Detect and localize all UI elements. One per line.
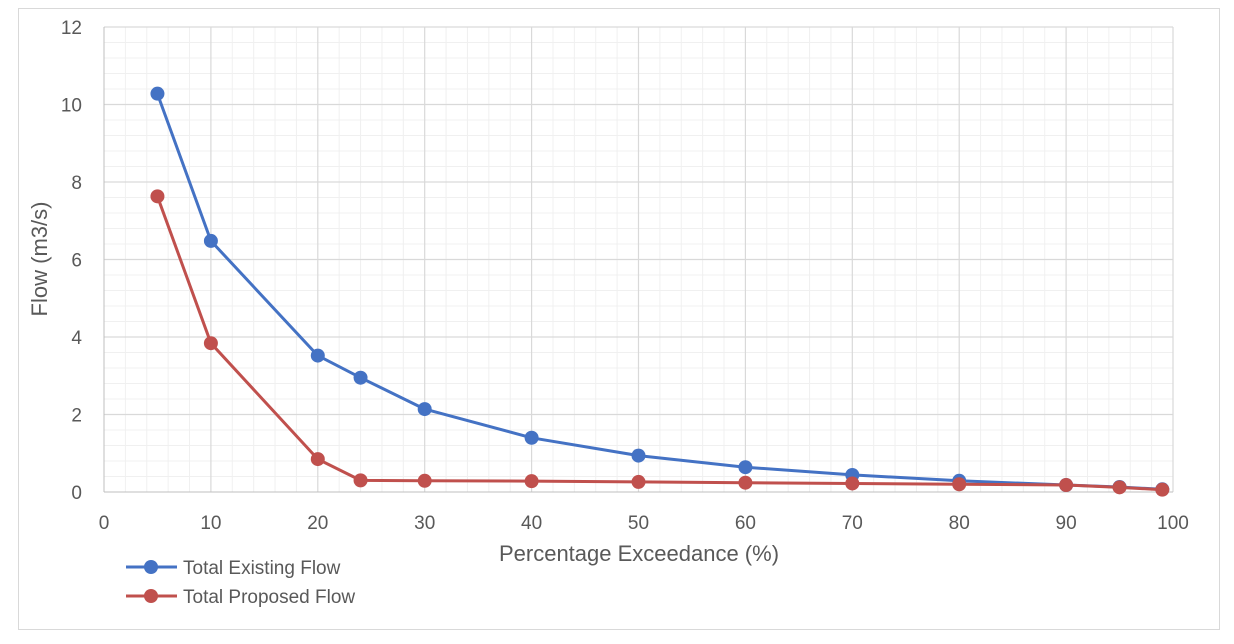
y-tick-label: 12 (61, 18, 82, 39)
y-tick-labels: 0 2 4 6 8 10 12 (61, 18, 83, 504)
legend: Total Existing Flow Total Proposed Flow (126, 558, 355, 608)
data-point (1059, 478, 1074, 493)
x-tick-label: 100 (1157, 513, 1189, 534)
y-tick-label: 8 (71, 173, 82, 194)
data-point (150, 189, 165, 204)
x-tick-label: 10 (200, 513, 221, 534)
legend-label-existing: Total Existing Flow (183, 558, 341, 579)
y-tick-label: 4 (71, 328, 82, 349)
data-point (310, 452, 325, 467)
x-tick-label: 50 (628, 513, 649, 534)
y-tick-label: 2 (71, 406, 82, 427)
data-point (631, 474, 646, 489)
data-point (1155, 482, 1170, 497)
data-point (417, 473, 432, 488)
x-tick-label: 30 (414, 513, 435, 534)
legend-item-existing: Total Existing Flow (126, 558, 341, 579)
data-point (845, 476, 860, 491)
x-tick-label: 20 (307, 513, 328, 534)
x-tick-label: 90 (1056, 513, 1077, 534)
data-point (203, 233, 218, 248)
x-tick-label: 70 (842, 513, 863, 534)
chart-frame (18, 8, 1220, 630)
x-tick-label: 60 (735, 513, 756, 534)
data-point (738, 460, 753, 475)
x-tick-label: 0 (99, 513, 110, 534)
data-point (738, 475, 753, 490)
major-gridlines (104, 26, 1174, 492)
y-tick-label: 10 (61, 96, 82, 117)
data-point (150, 86, 165, 101)
x-tick-labels: 0 10 20 30 40 50 60 70 80 90 100 (99, 513, 1189, 534)
series-layer (150, 86, 1170, 497)
y-tick-label: 6 (71, 251, 82, 272)
data-point (524, 474, 539, 489)
data-point (952, 477, 967, 492)
x-tick-label: 40 (521, 513, 542, 534)
data-point (417, 402, 432, 417)
x-axis-title: Percentage Exceedance (%) (499, 541, 779, 566)
axes (103, 27, 1173, 493)
y-axis-title: Flow (m3/s) (27, 202, 52, 317)
legend-item-proposed: Total Proposed Flow (126, 587, 355, 608)
legend-marker-existing (144, 560, 158, 574)
legend-label-proposed: Total Proposed Flow (183, 587, 355, 608)
data-point (631, 448, 646, 463)
data-point (310, 348, 325, 363)
data-point (1112, 480, 1127, 495)
data-point (353, 473, 368, 488)
data-point (524, 430, 539, 445)
y-tick-label: 0 (71, 483, 82, 504)
data-point (353, 370, 368, 385)
series-proposed (150, 189, 1170, 497)
legend-marker-proposed (144, 589, 158, 603)
x-tick-label: 80 (949, 513, 970, 534)
data-point (203, 336, 218, 351)
